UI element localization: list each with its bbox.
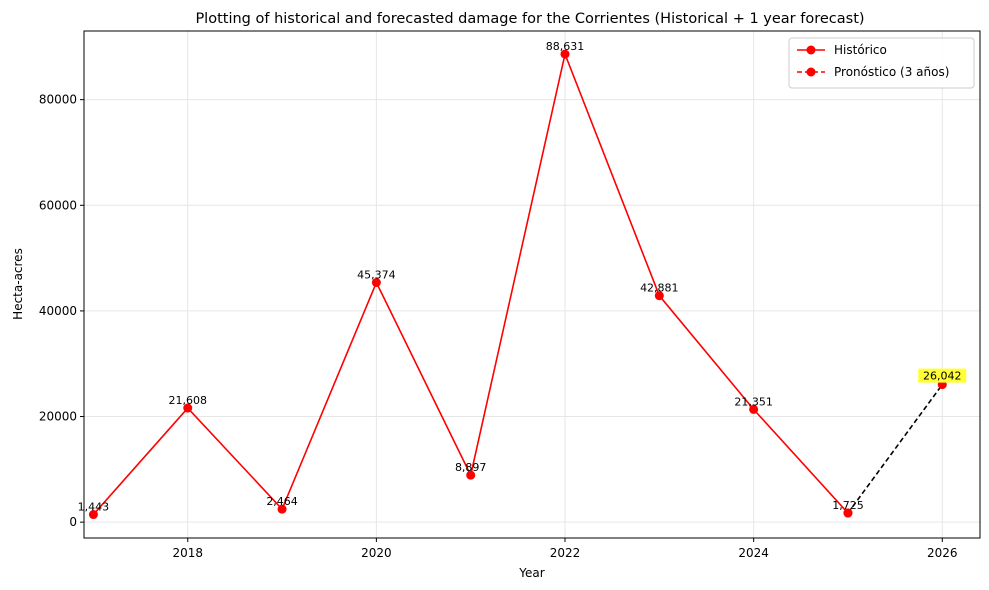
y-axis-title: Hecta-acres <box>11 248 25 320</box>
historical-point <box>843 508 853 518</box>
data-labels: 1,443 21,608 2,464 45,374 8,897 88,631 42,881 2… <box>78 40 967 514</box>
historical-line <box>92 51 849 516</box>
legend-pronostico-label: Pronóstico (3 años) <box>834 65 949 79</box>
x-tick-label: 2020 <box>361 546 392 560</box>
plot-frame <box>83 30 981 539</box>
historical-point <box>749 404 759 414</box>
historical-value-label: 1,725 <box>832 499 864 512</box>
historical-point <box>466 470 476 480</box>
forecast-value-label: 26,042 <box>923 370 962 383</box>
historical-value-label: 21,351 <box>734 395 773 408</box>
legend-pronostico-marker <box>806 67 816 77</box>
historical-point <box>371 278 381 288</box>
x-axis: 2018 2020 2022 2024 2026 <box>172 538 958 560</box>
y-tick-label: 60000 <box>39 198 77 212</box>
y-tick-label: 20000 <box>39 410 77 424</box>
historical-value-label: 21,608 <box>168 394 207 407</box>
historical-value-label: 8,897 <box>455 461 487 474</box>
legend: Histórico Pronóstico (3 años) <box>788 37 975 89</box>
legend-historico-label: Histórico <box>834 43 887 57</box>
y-axis: 0 20000 40000 60000 80000 <box>39 93 84 529</box>
historical-value-label: 88,631 <box>546 40 585 53</box>
historical-value-label: 45,374 <box>357 269 396 282</box>
historical-point <box>654 291 664 301</box>
historical-point <box>88 510 98 520</box>
y-tick-label: 0 <box>69 515 77 529</box>
forecast-label-highlight <box>918 368 967 383</box>
legend-box <box>788 37 975 89</box>
historical-value-label: 2,464 <box>266 495 298 508</box>
historical-point <box>560 49 570 59</box>
series-layer <box>88 49 947 520</box>
historical-point <box>183 403 193 413</box>
forecast-line <box>847 384 943 514</box>
x-tick-label: 2026 <box>927 546 958 560</box>
historical-value-label: 42,881 <box>640 282 679 295</box>
historical-value-label: 1,443 <box>78 501 110 514</box>
y-tick-label: 80000 <box>39 93 77 107</box>
x-tick-label: 2018 <box>172 546 203 560</box>
chart-title: Plotting of historical and forecasted da… <box>195 11 864 27</box>
historical-point <box>277 504 287 514</box>
x-tick-label: 2024 <box>738 546 769 560</box>
x-tick-label: 2022 <box>550 546 581 560</box>
y-tick-label: 40000 <box>39 304 77 318</box>
grid <box>84 31 980 538</box>
x-axis-title: Year <box>518 566 544 580</box>
legend-historico-marker <box>806 45 816 55</box>
